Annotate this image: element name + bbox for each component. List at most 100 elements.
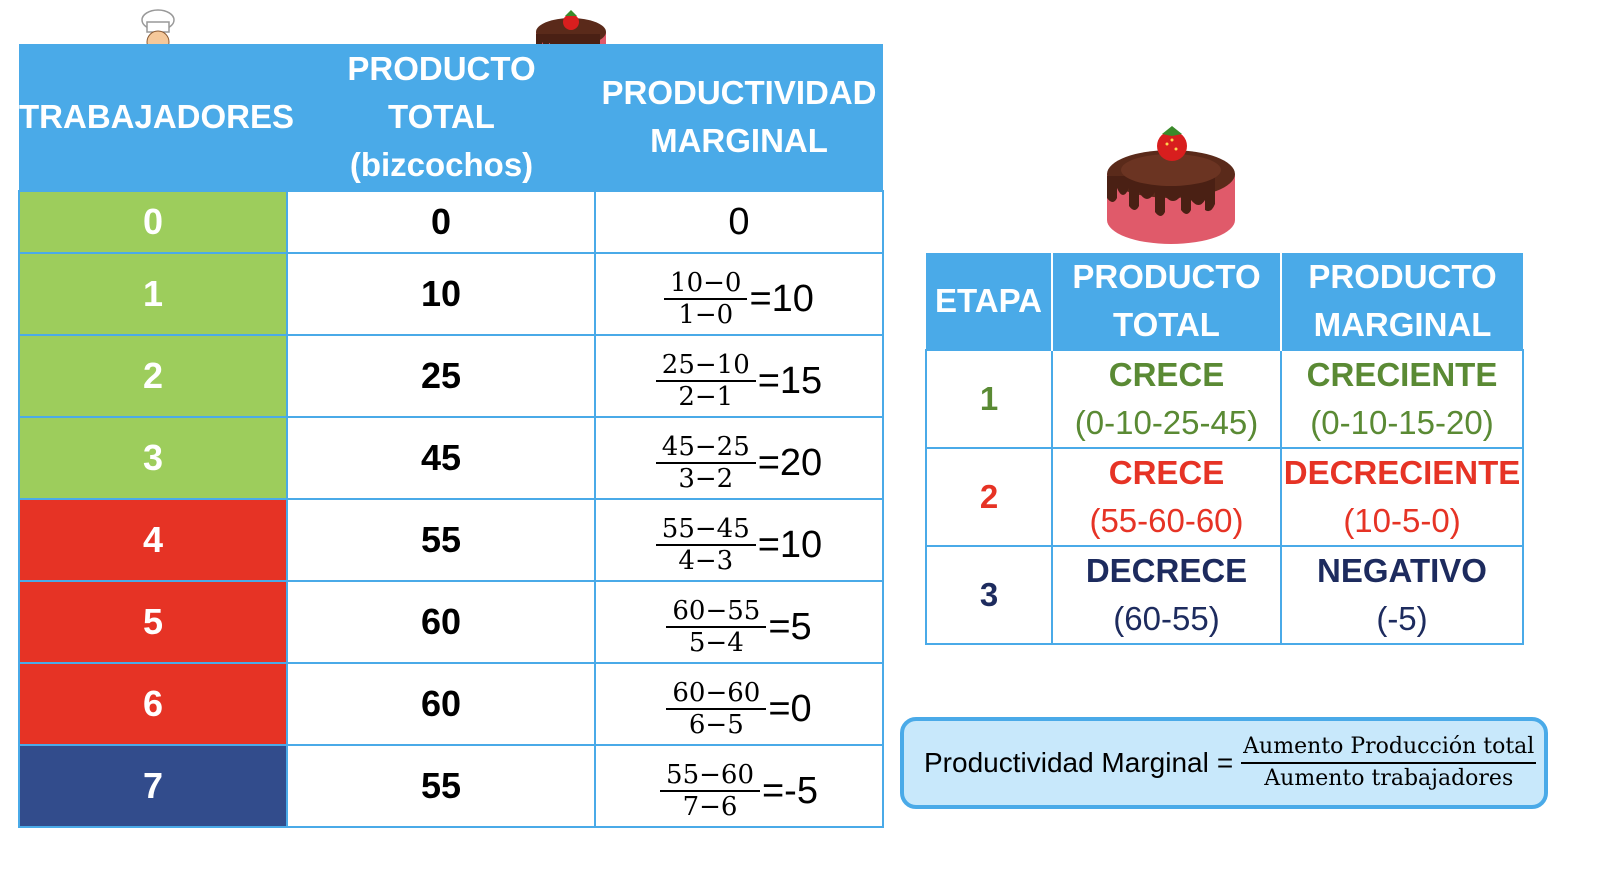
pt-range: (0-10-25-45) <box>1074 404 1259 441</box>
pt-keyword: CRECE <box>1108 454 1225 491</box>
fraction-numerator: 55−45 <box>655 514 756 546</box>
workers-cell: 7 <box>18 744 288 828</box>
workers-cell: 6 <box>18 662 288 746</box>
total-cell: 10 <box>286 252 596 336</box>
marginal-result: =10 <box>757 523 823 566</box>
fraction-numerator: 60−60 <box>666 678 767 710</box>
productivity-table-body: 0 0 0 1 10 10−0 1−0 =10 2 25 25−10 2−1 =15 3… <box>18 190 884 828</box>
fraction-denominator: 4−3 <box>678 546 734 576</box>
fraction-numerator: 45−25 <box>655 432 756 464</box>
fraction-denominator: 6−5 <box>688 710 744 740</box>
header-trabajadores: TRABAJADORES <box>19 44 295 191</box>
marginal-result: =15 <box>757 359 823 402</box>
header-productividad-marginal: PRODUCTIVIDAD MARGINAL <box>595 44 883 191</box>
total-cell: 25 <box>286 334 596 418</box>
marginal-cell: 60−55 5−4 =5 <box>594 580 884 664</box>
total-cell: 60 <box>286 580 596 664</box>
marginal-result: =20 <box>757 441 823 484</box>
header-productividad-line2: MARGINAL <box>650 122 828 159</box>
marginal-value: 0 <box>728 200 750 243</box>
header-pt-line1: PRODUCTO <box>1072 258 1261 295</box>
marginal-cell: 45−25 3−2 =20 <box>594 416 884 500</box>
header-producto-total: PRODUCTO TOTAL <box>1052 253 1282 350</box>
fraction-numerator: 10−0 <box>664 268 748 300</box>
workers-cell: 0 <box>18 190 288 254</box>
pt-range: (60-55) <box>1113 600 1220 637</box>
header-trabajadores-label: TRABAJADORES <box>19 98 295 135</box>
cake-icon <box>1107 126 1235 244</box>
table-row: 5 60 60−55 5−4 =5 <box>18 580 884 664</box>
marginal-result: =-5 <box>761 769 818 812</box>
marginal-cell: 55−60 7−6 =-5 <box>594 744 884 828</box>
header-pm-line1: PRODUCTO <box>1308 258 1497 295</box>
fraction-denominator: 3−2 <box>678 464 734 494</box>
table-row: 1 CRECE (0-10-25-45) CRECIENTE (0-10-15-20… <box>925 349 1524 449</box>
fraction-denominator: 7−6 <box>682 792 738 822</box>
marginal-cell: 55−45 4−3 =10 <box>594 498 884 582</box>
pm-keyword: NEGATIVO <box>1317 552 1487 589</box>
table-row: 3 45 45−25 3−2 =20 <box>18 416 884 500</box>
fraction-numerator: 55−60 <box>660 760 760 792</box>
pm-keyword: CRECIENTE <box>1306 356 1498 393</box>
formula-equals: = <box>1216 747 1234 778</box>
fraction-denominator: 5−4 <box>688 628 744 658</box>
pt-range: (55-60-60) <box>1089 502 1244 539</box>
workers-cell: 1 <box>18 252 288 336</box>
etapa-cell: 1 <box>925 349 1053 449</box>
marginal-result: =0 <box>768 687 812 730</box>
pm-range: (-5) <box>1376 600 1428 637</box>
marginal-cell: 10−0 1−0 =10 <box>594 252 884 336</box>
workers-cell: 3 <box>18 416 288 500</box>
pm-range: (10-5-0) <box>1343 502 1461 539</box>
productivity-table: TRABAJADORES PRODUCTO TOTAL (bizcochos) … <box>18 44 884 828</box>
marginal-result: =10 <box>749 277 814 320</box>
formula-denominator: Aumento trabajadores <box>1264 766 1514 791</box>
pm-cell: CRECIENTE (0-10-15-20) <box>1280 349 1524 449</box>
header-producto-total-line3: (bizcochos) <box>349 146 534 183</box>
total-cell: 55 <box>286 498 596 582</box>
formula-numerator: Aumento Producción total <box>1241 732 1537 764</box>
header-producto-total: PRODUCTO TOTAL (bizcochos) <box>287 44 595 191</box>
table-row: 6 60 60−60 6−5 =0 <box>18 662 884 746</box>
pm-keyword: DECRECIENTE <box>1283 454 1521 491</box>
total-cell: 60 <box>286 662 596 746</box>
fraction-denominator: 2−1 <box>678 382 734 412</box>
header-pm-line2: MARGINAL <box>1313 306 1492 343</box>
marginal-cell: 25−10 2−1 =15 <box>594 334 884 418</box>
pt-keyword: CRECE <box>1108 356 1225 393</box>
formula-fraction: Aumento Producción total Aumento trabaja… <box>1241 732 1537 794</box>
header-producto-total-line2: TOTAL <box>388 98 495 135</box>
marginal-result: =5 <box>768 605 812 648</box>
table-row: 2 25 25−10 2−1 =15 <box>18 334 884 418</box>
pt-cell: DECRECE (60-55) <box>1051 545 1282 645</box>
total-cell: 55 <box>286 744 596 828</box>
marginal-cell: 0 <box>594 190 884 254</box>
table-row: 2 CRECE (55-60-60) DECRECIENTE (10-5-0) <box>925 447 1524 547</box>
total-cell: 45 <box>286 416 596 500</box>
pt-cell: CRECE (55-60-60) <box>1051 447 1282 547</box>
header-producto-total-line1: PRODUCTO <box>347 50 536 87</box>
pm-range: (0-10-15-20) <box>1310 404 1494 441</box>
pm-cell: DECRECIENTE (10-5-0) <box>1280 447 1524 547</box>
pt-cell: CRECE (0-10-25-45) <box>1051 349 1282 449</box>
fraction-numerator: 25−10 <box>655 350 756 382</box>
workers-cell: 5 <box>18 580 288 664</box>
table-row: 1 10 10−0 1−0 =10 <box>18 252 884 336</box>
fraction-numerator: 60−55 <box>666 596 767 628</box>
header-producto-marginal: PRODUCTO MARGINAL <box>1281 253 1523 350</box>
workers-cell: 4 <box>18 498 288 582</box>
header-productividad-line1: PRODUCTIVIDAD <box>601 74 877 111</box>
stages-table: ETAPA PRODUCTO TOTAL PRODUCTO MARGINAL 1… <box>925 253 1524 645</box>
etapa-cell: 2 <box>925 447 1053 547</box>
pm-cell: NEGATIVO (-5) <box>1280 545 1524 645</box>
table-row: 3 DECRECE (60-55) NEGATIVO (-5) <box>925 545 1524 645</box>
table-row: 4 55 55−45 4−3 =10 <box>18 498 884 582</box>
total-cell: 0 <box>286 190 596 254</box>
pt-keyword: DECRECE <box>1085 552 1248 589</box>
fraction-denominator: 1−0 <box>678 300 734 330</box>
table-row: 7 55 55−60 7−6 =-5 <box>18 744 884 828</box>
marginal-cell: 60−60 6−5 =0 <box>594 662 884 746</box>
etapa-cell: 3 <box>925 545 1053 645</box>
formula-box: Productividad Marginal = Aumento Producc… <box>900 717 1548 809</box>
header-etapa: ETAPA <box>926 253 1053 350</box>
